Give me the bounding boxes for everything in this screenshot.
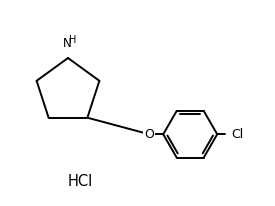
Text: HCl: HCl — [67, 173, 93, 188]
Text: Cl: Cl — [231, 128, 243, 141]
Text: N: N — [63, 37, 72, 50]
Text: O: O — [144, 128, 154, 141]
Text: H: H — [69, 35, 77, 45]
